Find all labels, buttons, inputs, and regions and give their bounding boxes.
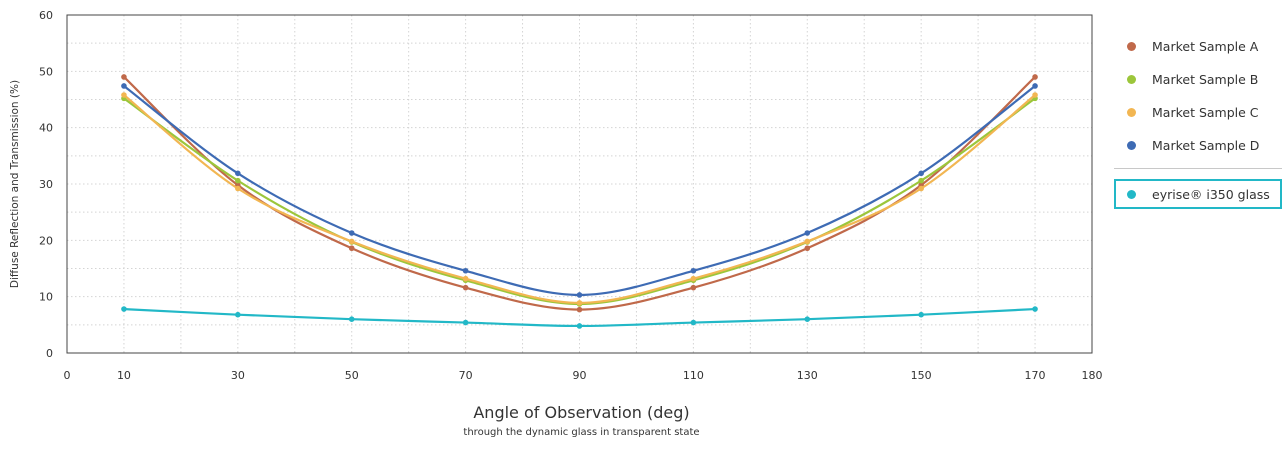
legend-item-market-sample-c[interactable]: Market Sample C	[1114, 96, 1282, 129]
data-point-4	[121, 306, 127, 312]
x-tick-label: 10	[117, 369, 131, 382]
data-point-2	[918, 185, 924, 192]
data-point-2	[1032, 92, 1038, 98]
legend-marker-icon	[1127, 189, 1136, 199]
legend-label: Market Sample B	[1152, 72, 1259, 87]
legend-label: Market Sample A	[1152, 39, 1259, 54]
legend-marker-icon	[1127, 108, 1136, 117]
x-tick-label: 170	[1025, 369, 1046, 382]
plot-area-frame	[66, 14, 1093, 354]
data-point-4	[1032, 306, 1038, 312]
legend-item-market-sample-d[interactable]: Market Sample D	[1114, 129, 1282, 162]
x-tick-label: 150	[911, 369, 932, 382]
legend-label: eyrise® i350 glass	[1152, 186, 1270, 202]
x-tick-label: 180	[1082, 369, 1103, 382]
data-point-2	[804, 238, 811, 245]
x-tick-label: 0	[64, 369, 71, 382]
y-tick-label: 40	[39, 122, 53, 135]
legend-item-eyrise-i350-glass[interactable]: eyrise® i350 glass	[1114, 179, 1282, 209]
data-point-1	[918, 177, 924, 184]
data-point-2	[576, 300, 583, 306]
x-tick-label: 110	[683, 369, 704, 382]
y-tick-label: 30	[39, 178, 53, 191]
legend-item-market-sample-b[interactable]: Market Sample B	[1114, 63, 1282, 96]
data-point-0	[804, 245, 811, 252]
x-tick-label: 90	[573, 369, 587, 382]
data-point-4	[576, 323, 583, 329]
data-point-3	[918, 170, 924, 177]
data-point-2	[235, 185, 241, 192]
data-point-2	[348, 238, 355, 245]
x-tick-label: 70	[459, 369, 473, 382]
data-point-2	[690, 275, 697, 282]
data-point-4	[804, 316, 811, 323]
data-point-3	[235, 170, 241, 177]
legend-marker-icon	[1127, 42, 1136, 51]
x-axis-title: Angle of Observation (deg)	[473, 403, 690, 422]
legend-marker-icon	[1127, 141, 1136, 150]
data-point-0	[462, 284, 469, 291]
data-point-4	[462, 319, 469, 326]
y-axis-title: Diffuse Reflection and Transmission (%)	[9, 80, 21, 288]
data-point-0	[576, 306, 583, 313]
data-point-3	[576, 292, 583, 298]
legend-divider	[1114, 168, 1282, 169]
data-point-4	[235, 311, 241, 318]
data-point-3	[348, 230, 355, 236]
legend-item-market-sample-a[interactable]: Market Sample A	[1114, 30, 1282, 63]
data-point-2	[462, 275, 469, 282]
y-tick-label: 20	[39, 234, 53, 247]
data-point-0	[348, 245, 355, 252]
legend-label: Market Sample C	[1152, 105, 1259, 120]
data-point-0	[690, 284, 697, 291]
data-point-4	[348, 316, 355, 323]
data-point-3	[804, 230, 811, 236]
x-axis-subtitle: through the dynamic glass in transparent…	[463, 427, 700, 438]
legend-marker-icon	[1127, 75, 1136, 84]
x-tick-label: 30	[231, 369, 245, 382]
data-point-2	[121, 92, 127, 98]
data-point-4	[690, 319, 697, 326]
y-tick-label: 0	[46, 347, 53, 360]
data-point-4	[918, 311, 924, 318]
y-tick-label: 10	[39, 291, 53, 304]
data-point-3	[462, 267, 469, 274]
legend-label: Market Sample D	[1152, 138, 1260, 153]
x-tick-label: 130	[797, 369, 818, 382]
data-point-0	[1032, 74, 1038, 80]
x-tick-label: 50	[345, 369, 359, 382]
data-point-3	[121, 83, 127, 89]
data-point-0	[121, 74, 127, 80]
data-point-1	[235, 177, 241, 184]
data-point-3	[1032, 83, 1038, 89]
legend: Market Sample A Market Sample B Market S…	[1114, 30, 1282, 209]
y-tick-label: 50	[39, 65, 53, 78]
data-point-3	[690, 267, 697, 274]
y-tick-label: 60	[39, 9, 53, 22]
